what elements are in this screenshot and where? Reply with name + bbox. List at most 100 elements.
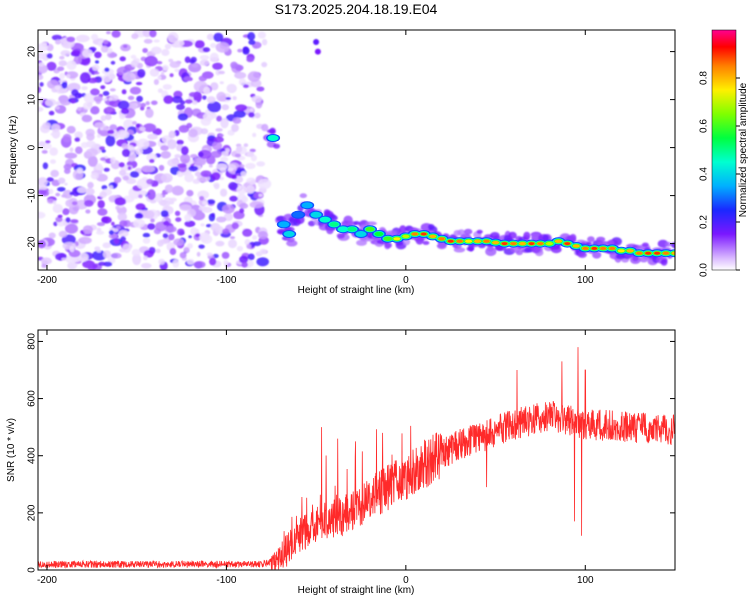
noise-blob xyxy=(102,250,112,259)
noise-blob xyxy=(129,86,142,95)
noise-blob xyxy=(176,170,184,177)
halo-blob xyxy=(596,236,606,242)
noise-blob xyxy=(178,124,190,133)
noise-blob xyxy=(218,95,227,102)
noise-blob xyxy=(71,89,79,97)
noise-blob xyxy=(108,185,114,190)
noise-blob xyxy=(119,220,128,227)
noise-blob xyxy=(256,86,265,92)
noise-blob xyxy=(57,214,63,218)
colorbar-tick-label: 0.4 xyxy=(699,167,710,181)
noise-blob xyxy=(206,96,216,104)
noise-blob xyxy=(188,128,198,138)
noise-blob xyxy=(111,30,121,38)
track-point xyxy=(545,242,553,246)
noise-blob xyxy=(135,81,143,86)
noise-blob xyxy=(96,249,102,253)
noise-blob xyxy=(218,133,224,138)
noise-blob xyxy=(241,196,249,203)
noise-blob xyxy=(65,217,71,223)
noise-blob xyxy=(158,258,165,265)
noise-blob xyxy=(55,39,61,45)
noise-blob xyxy=(160,151,171,159)
halo-blob xyxy=(665,241,672,247)
noise-blob xyxy=(94,122,105,128)
noise-blob xyxy=(67,82,81,92)
track-halo xyxy=(263,39,675,266)
colorbar-ticks: 0.0 0.2 0.4 0.6 0.8 xyxy=(699,71,740,277)
noise-blob xyxy=(71,49,81,56)
halo-blob xyxy=(485,247,497,257)
noise-blob xyxy=(151,100,158,106)
halo-blob xyxy=(657,239,669,248)
noise-blob xyxy=(246,243,252,249)
noise-blob xyxy=(100,45,109,53)
noise-blob xyxy=(170,197,177,202)
noise-blob xyxy=(172,259,180,268)
noise-blob xyxy=(83,102,93,110)
track-point xyxy=(310,211,322,218)
noise-blob xyxy=(213,183,220,190)
noise-blob xyxy=(94,51,102,59)
noise-blob xyxy=(221,251,230,259)
noise-blob xyxy=(103,261,113,267)
noise-blob xyxy=(59,55,65,60)
noise-blob xyxy=(96,230,105,235)
halo-blob xyxy=(464,228,473,235)
noise-blob xyxy=(199,232,210,242)
y-tick-label: -20 xyxy=(27,236,38,251)
noise-blob xyxy=(95,163,103,171)
noise-blob xyxy=(119,56,126,62)
noise-blob xyxy=(81,114,93,123)
noise-blob xyxy=(96,173,108,182)
noise-blob xyxy=(135,147,143,155)
noise-blob xyxy=(245,162,256,170)
noise-blob xyxy=(45,98,57,107)
noise-blob xyxy=(55,192,61,197)
halo-blob xyxy=(632,255,639,262)
track-peak xyxy=(564,242,571,246)
noise-blob xyxy=(184,56,191,63)
track-point xyxy=(374,231,384,237)
noise-blob xyxy=(52,203,63,214)
noise-blob xyxy=(111,252,122,259)
halo-blob xyxy=(674,247,675,250)
halo-blob xyxy=(273,143,280,149)
noise-blob xyxy=(229,195,238,202)
noise-blob xyxy=(130,60,139,68)
noise-blob xyxy=(154,193,163,203)
noise-blob xyxy=(183,247,190,254)
noise-blob xyxy=(240,171,247,177)
noise-blob xyxy=(129,171,140,178)
noise-blob xyxy=(184,99,193,104)
halo-blob xyxy=(436,243,447,248)
noise-blob xyxy=(73,263,78,267)
x-tick-label: 0 xyxy=(403,275,409,286)
noise-blob xyxy=(69,245,75,253)
noise-blob xyxy=(94,71,100,75)
track-peak xyxy=(573,244,580,248)
noise-blob xyxy=(109,124,118,131)
track-peak xyxy=(627,249,634,253)
noise-blob xyxy=(228,182,239,191)
noise-blob xyxy=(92,263,98,269)
noise-blob xyxy=(168,130,176,139)
track-peak xyxy=(456,239,463,243)
noise-blob xyxy=(184,220,196,228)
noise-blob xyxy=(97,200,105,209)
noise-blob xyxy=(133,218,145,228)
noise-blob xyxy=(81,142,89,149)
snr-y-label: SNR (10 * v/v) xyxy=(6,418,17,482)
halo-blob xyxy=(286,236,295,243)
noise-blob xyxy=(142,237,151,244)
noise-blob xyxy=(209,257,217,266)
noise-blob xyxy=(232,96,237,101)
noise-blob xyxy=(222,228,230,235)
noise-blob xyxy=(206,252,213,257)
noise-blob xyxy=(194,40,205,49)
noise-blob xyxy=(199,55,210,60)
noise-blob xyxy=(194,171,202,177)
noise-blob xyxy=(160,238,169,245)
noise-blob xyxy=(38,189,47,195)
